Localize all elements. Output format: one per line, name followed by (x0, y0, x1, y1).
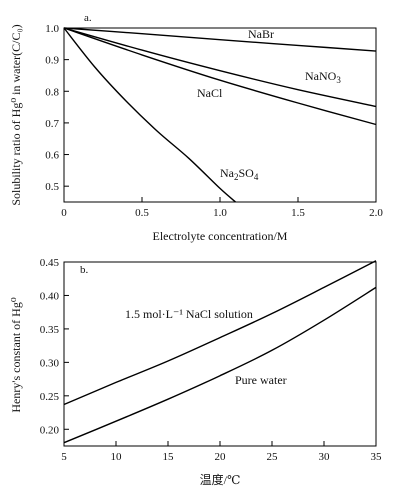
label-nano3: NaNO3 (305, 69, 341, 85)
y-tick-label: 0.6 (45, 150, 59, 162)
x-tick-label: 35 (371, 451, 383, 463)
panel-a: a. Electrolyte concentration/M Solubilit… (9, 12, 383, 243)
x-tick-label: 25 (267, 451, 279, 463)
y-tick-label: 0.20 (40, 424, 60, 436)
panel-b-axes-frame (63, 261, 377, 447)
series-line-nano3 (63, 27, 377, 108)
label-nacl: NaCl (197, 86, 223, 100)
panel-a-xlabel: Electrolyte concentration/M (153, 229, 288, 243)
y-tick-label: 0.25 (40, 391, 60, 403)
panel-b-xlabel: 温度/℃ (200, 472, 241, 487)
x-tick-label: 20 (215, 451, 227, 463)
label-na2so4: Na2SO4 (220, 166, 259, 182)
label-pure-water: Pure water (235, 373, 287, 387)
x-tick-label: 2.0 (369, 207, 383, 219)
x-tick-label: 1.0 (213, 207, 227, 219)
x-tick-label: 30 (319, 451, 331, 463)
x-tick-label: 15 (163, 451, 175, 463)
panel-b: b. 温度/℃ Henry's constant of Hg⁰ 5 10 15 20 2… (9, 257, 382, 487)
panel-b-ylabel: Henry's constant of Hg⁰ (9, 297, 23, 412)
y-tick-label: 0.8 (45, 86, 59, 98)
series-line-pure-water (63, 286, 377, 444)
panel-a-ylabel: Solubility ratio of Hg⁰ in water(C/C₀) (9, 24, 23, 205)
x-tick-label: 0 (61, 207, 67, 219)
y-tick-label: 0.35 (40, 324, 60, 336)
label-nabr: NaBr (248, 27, 274, 41)
series-line-nabr (63, 27, 377, 52)
y-tick-label: 0.9 (45, 55, 59, 67)
x-tick-label: 1.5 (291, 207, 305, 219)
x-tick-label: 5 (61, 451, 67, 463)
label-nacl-solution: 1.5 mol·L⁻¹ NaCl solution (125, 307, 253, 321)
y-tick-label: 0.5 (45, 181, 59, 193)
series-line-nacl (63, 27, 377, 126)
x-tick-label: 10 (111, 451, 123, 463)
y-tick-label: 0.7 (45, 118, 59, 130)
series-line-na2so4 (63, 27, 237, 203)
panel-a-label: a. (84, 12, 92, 24)
y-tick-label: 0.30 (40, 357, 60, 369)
y-tick-label: 1.0 (45, 23, 59, 35)
y-tick-label: 0.45 (40, 257, 60, 269)
panel-b-label: b. (80, 264, 89, 276)
y-tick-label: 0.40 (40, 290, 60, 302)
series-line-1-5-mol-l-nacl-solution (63, 260, 377, 406)
x-tick-label: 0.5 (135, 207, 149, 219)
